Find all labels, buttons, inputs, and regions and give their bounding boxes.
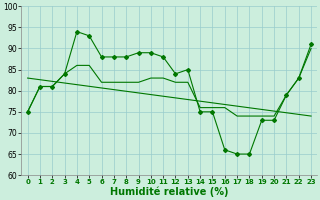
X-axis label: Humidité relative (%): Humidité relative (%) <box>110 187 228 197</box>
